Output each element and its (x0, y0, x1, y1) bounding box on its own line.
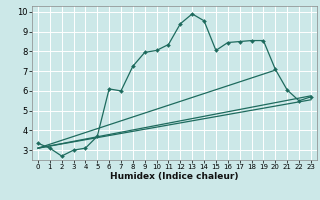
X-axis label: Humidex (Indice chaleur): Humidex (Indice chaleur) (110, 172, 239, 181)
